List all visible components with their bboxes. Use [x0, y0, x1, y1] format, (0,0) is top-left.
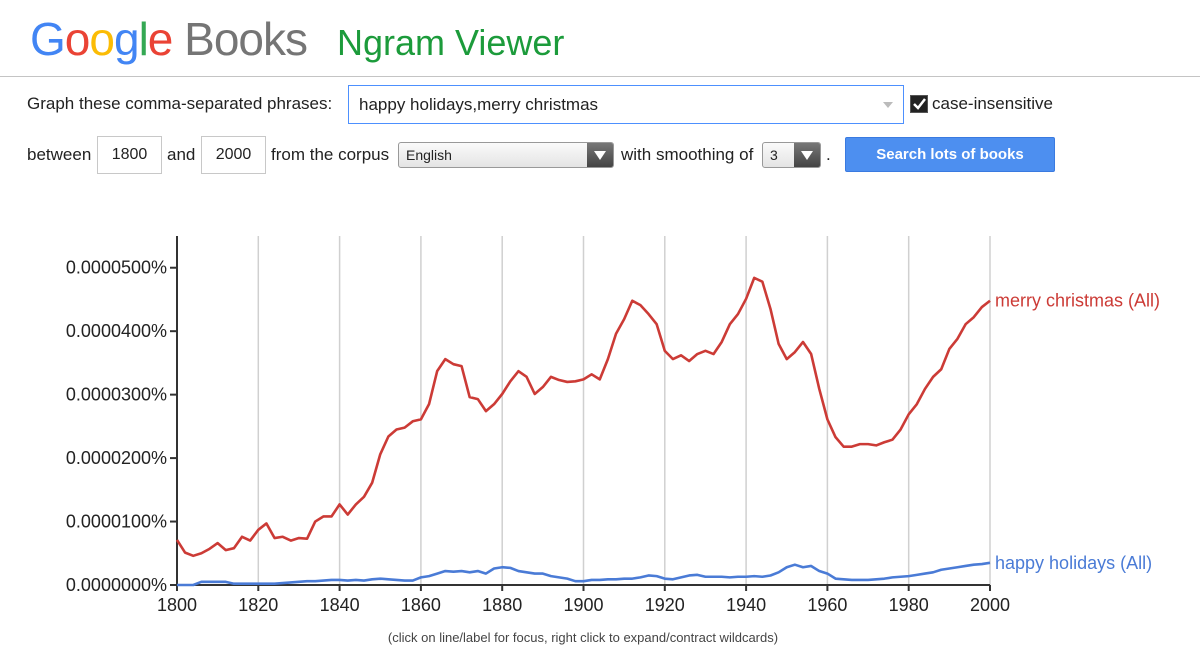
footer-note: (click on line/label for focus, right cl… [387, 630, 779, 645]
series-label[interactable]: happy holidays (All) [995, 553, 1152, 573]
end-year: 2000 [215, 146, 252, 163]
series-line[interactable] [175, 276, 991, 558]
start-year: 1800 [111, 146, 148, 163]
y-tick-label: 0.0000300% [66, 385, 167, 405]
select-arrow [587, 143, 613, 167]
logo-letter: G [30, 13, 66, 65]
smoothing-select[interactable]: 3 [762, 142, 821, 168]
x-tick-label: 1800 [157, 595, 197, 615]
x-tick-label: 1880 [482, 595, 522, 615]
x-tick-label: 1840 [320, 595, 360, 615]
period: . [826, 145, 831, 164]
checkbox[interactable] [910, 95, 928, 113]
y-tick-label: 0.0000200% [66, 448, 167, 468]
x-tick-label: 1960 [807, 595, 847, 615]
x-tick-label: 1860 [401, 595, 441, 615]
logo-letter: g [113, 13, 140, 65]
check-mark [913, 98, 926, 110]
page-title: Ngram Viewer [337, 22, 565, 63]
phrases-input[interactable]: happy holidays,merry christmas [348, 85, 904, 124]
smoothing-value: 3 [770, 147, 778, 163]
x-tick-label: 1820 [238, 595, 278, 615]
search-button[interactable]: Search lots of books [845, 137, 1055, 172]
between-label: between [27, 145, 92, 164]
end-year-input[interactable]: 2000 [201, 136, 266, 174]
logo-letter: o [64, 13, 91, 65]
x-tick-label: 1900 [563, 595, 603, 615]
y-tick-label: 0.0000000% [66, 575, 167, 595]
corpus-value: English [406, 147, 452, 163]
logo-google: Google [30, 13, 174, 65]
phrases-label: Graph these comma-separated phrases: [27, 94, 333, 113]
search-button-label: Search lots of books [876, 146, 1024, 163]
logo-letter: o [89, 13, 115, 65]
y-tick-label: 0.0000500% [66, 258, 167, 278]
logo-letter: e [147, 13, 174, 65]
select-arrow [794, 143, 820, 167]
y-tick-label: 0.0000400% [66, 321, 167, 341]
dropdown-icon [883, 102, 893, 108]
start-year-input[interactable]: 1800 [97, 136, 162, 174]
x-tick-label: 1920 [645, 595, 685, 615]
x-tick-label: 1940 [726, 595, 766, 615]
x-tick-label: 1980 [889, 595, 929, 615]
x-tick-label: 2000 [970, 595, 1010, 615]
series-label[interactable]: merry christmas (All) [995, 291, 1160, 311]
logo-books: Books [184, 13, 308, 65]
y-tick-label: 0.0000100% [66, 512, 167, 532]
logo[interactable]: Google Books [30, 12, 308, 66]
divider [0, 76, 1200, 77]
logo-letter: l [138, 13, 149, 65]
and-label: and [167, 145, 196, 164]
series-line[interactable] [177, 561, 991, 587]
smoothing-label: with smoothing of [621, 145, 754, 164]
phrases-text: happy holidays,merry christmas [359, 94, 599, 114]
corpus-select[interactable]: English [398, 142, 614, 168]
corpus-label: from the corpus [271, 145, 390, 164]
checkbox-label: case-insensitive [932, 94, 1053, 113]
